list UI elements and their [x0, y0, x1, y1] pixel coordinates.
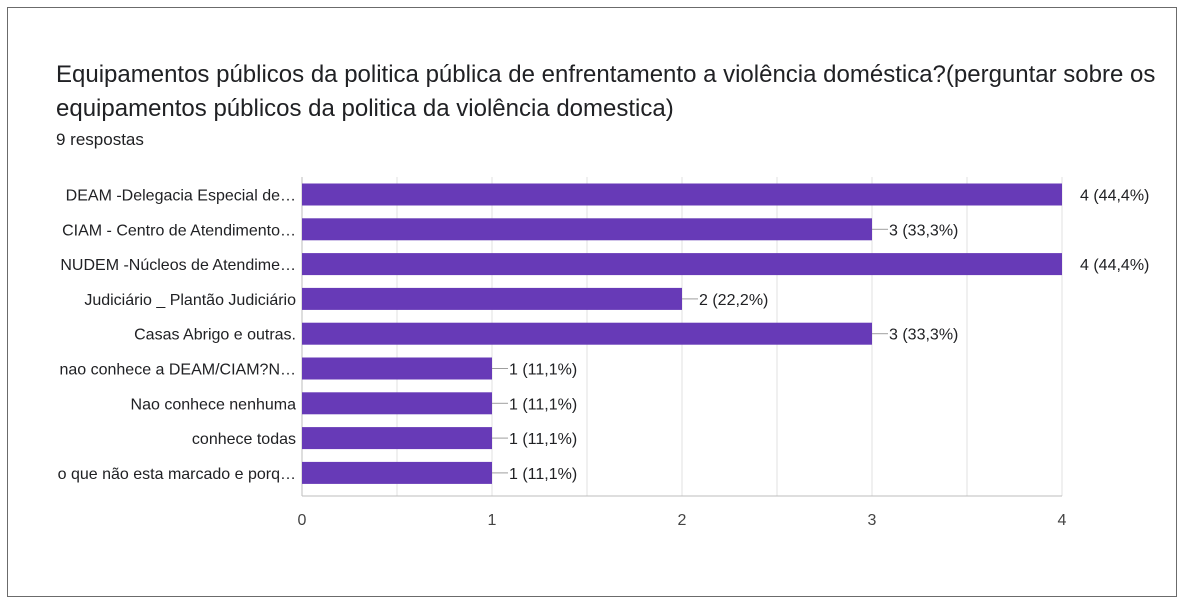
bar: [302, 322, 872, 345]
bar: [302, 253, 1062, 276]
category-label: CIAM - Centro de Atendimento…: [62, 222, 296, 239]
chart-title: Equipamentos públicos da politica públic…: [56, 61, 1156, 122]
value-label: 1 (11,1%): [509, 396, 577, 413]
category-label: DEAM -Delegacia Especial de…: [66, 188, 296, 205]
value-label: 2 (22,2%): [699, 292, 768, 309]
value-label: 4 (44,4%): [1080, 257, 1149, 274]
bar: [302, 357, 492, 380]
value-label: 1 (11,1%): [509, 431, 577, 448]
bar: [302, 392, 492, 415]
category-label: conhece todas: [192, 431, 296, 448]
category-label: Casas Abrigo e outras.: [134, 327, 296, 344]
value-label: 4 (44,4%): [1080, 188, 1149, 205]
response-count: 9 respostas: [56, 130, 144, 149]
value-label: 1 (11,1%): [509, 466, 577, 483]
x-tick-label: 4: [1058, 512, 1067, 529]
category-label: o que não esta marcado e porq…: [58, 466, 296, 483]
bar: [302, 461, 492, 484]
bar: [302, 218, 872, 241]
x-tick-label: 2: [678, 512, 687, 529]
bar: [302, 287, 682, 310]
x-tick-label: 1: [488, 512, 497, 529]
bar: [302, 427, 492, 450]
category-label: Judiciário _ Plantão Judiciário: [84, 292, 296, 309]
value-label: 3 (33,3%): [889, 222, 958, 239]
chart-card: Equipamentos públicos da politica públic…: [7, 7, 1177, 597]
category-label: nao conhece a DEAM/CIAM?N…: [59, 362, 296, 379]
bar: [302, 183, 1062, 206]
category-label: NUDEM -Núcleos de Atendime…: [60, 257, 296, 274]
x-tick-label: 0: [298, 512, 307, 529]
category-label: Nao conhece nenhuma: [131, 396, 297, 413]
x-tick-label: 3: [868, 512, 877, 529]
value-label: 3 (33,3%): [889, 327, 958, 344]
value-label: 1 (11,1%): [509, 362, 577, 379]
